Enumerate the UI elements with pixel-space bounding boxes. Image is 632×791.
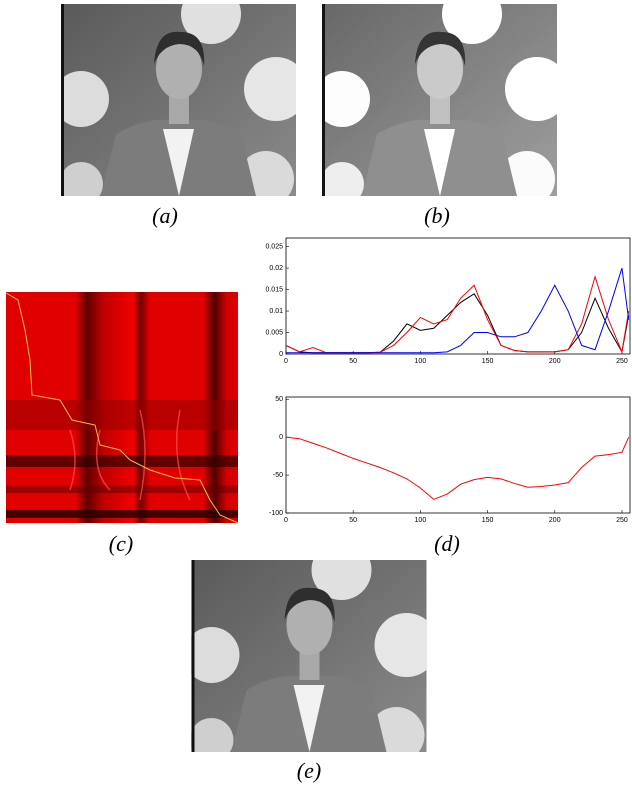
x-tick-label: 50 bbox=[349, 358, 357, 365]
caption: (c) bbox=[109, 531, 133, 556]
x-tick-label: 250 bbox=[616, 517, 628, 524]
figure: (a) (b) (c) (d) (e) 0 50 100 150 200 250 0 0.00… bbox=[0, 0, 632, 791]
x-tick-label: 150 bbox=[482, 358, 494, 365]
y-tick-label: -50 bbox=[273, 472, 283, 479]
x-tick-label: 100 bbox=[415, 358, 427, 365]
y-tick-label: 0.02 bbox=[269, 265, 283, 272]
x-tick-label: 150 bbox=[482, 517, 494, 524]
photo bbox=[184, 540, 439, 763]
photo bbox=[314, 0, 569, 207]
x-tick-label: 0 bbox=[284, 517, 288, 524]
heatmap bbox=[6, 292, 238, 523]
line bbox=[286, 437, 629, 499]
x-tick-label: 200 bbox=[549, 358, 561, 365]
line bbox=[286, 277, 629, 353]
plot-frame bbox=[286, 397, 630, 513]
y-tick-label: 0.01 bbox=[269, 308, 283, 315]
caption: (e) bbox=[297, 758, 321, 783]
photo bbox=[53, 0, 308, 207]
y-tick-label: 0 bbox=[279, 351, 283, 358]
line bbox=[286, 268, 629, 353]
y-tick-label: 0.025 bbox=[265, 243, 283, 250]
y-tick-label: 0 bbox=[279, 434, 283, 441]
caption: (d) bbox=[434, 531, 460, 556]
y-tick-label: 50 bbox=[275, 396, 283, 403]
x-tick-label: 100 bbox=[415, 517, 427, 524]
caption: (b) bbox=[424, 203, 450, 228]
y-tick-label: -100 bbox=[269, 510, 283, 517]
y-tick-label: 0.005 bbox=[265, 329, 283, 336]
page: {"captions": {"a": "(a)", "b": "(b)", "c… bbox=[0, 0, 632, 791]
x-tick-label: 250 bbox=[616, 358, 628, 365]
x-tick-label: 0 bbox=[284, 358, 288, 365]
y-tick-label: 0.015 bbox=[265, 286, 283, 293]
x-tick-label: 200 bbox=[549, 517, 561, 524]
caption: (a) bbox=[152, 203, 178, 228]
x-tick-label: 50 bbox=[349, 517, 357, 524]
